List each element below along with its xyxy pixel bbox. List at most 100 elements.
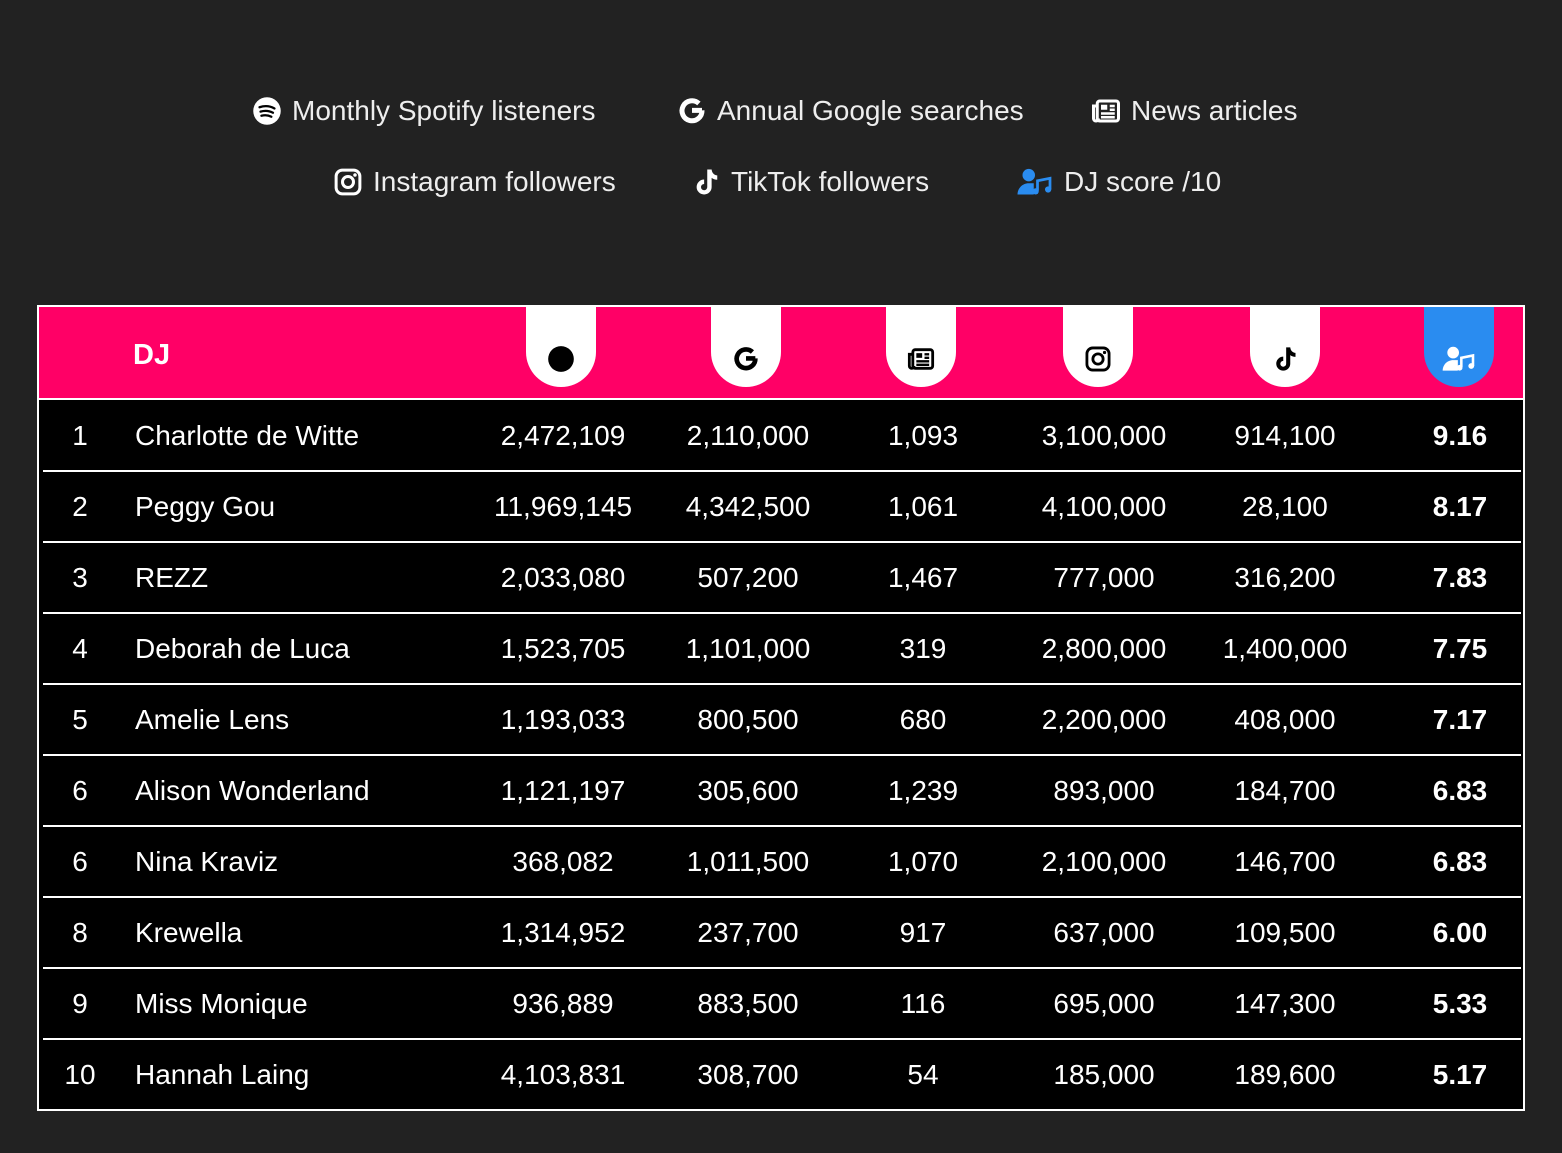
rank: 3 — [72, 562, 88, 593]
dj-name: REZZ — [135, 562, 209, 593]
spotify-cell: 1,523,705 — [500, 633, 626, 664]
tiktok-cell: 316,200 — [1234, 562, 1336, 593]
news-cell: 680 — [899, 704, 947, 735]
news-cell: 54 — [907, 1059, 939, 1090]
tiktok-cell: 146,700 — [1234, 846, 1336, 877]
dj-name: Peggy Gou — [135, 491, 276, 522]
legend-label: Annual Google searches — [717, 95, 1024, 126]
tiktok-cell: 914,100 — [1234, 420, 1336, 451]
google-cell: 308,700 — [697, 1059, 799, 1090]
google-cell: 1,101,000 — [685, 633, 811, 664]
table-row: 9 Miss Monique 936,889 883,500 116 695,000 147… — [39, 968, 1523, 1039]
instagram-cell: 2,100,000 — [1041, 846, 1167, 877]
table-row: 4 Deborah de Luca 1,523,705 1,101,000 319 2,8… — [39, 613, 1523, 684]
tiktok-cell: 28,100 — [1242, 491, 1328, 522]
header-tab — [1063, 307, 1133, 387]
score-cell: 5.17 — [1432, 1059, 1488, 1090]
score-cell: 7.83 — [1432, 562, 1488, 593]
score-cell: 7.17 — [1432, 704, 1488, 735]
row-separator — [43, 1038, 1521, 1040]
tiktok-cell: 408,000 — [1234, 704, 1336, 735]
instagram-cell: 2,200,000 — [1041, 704, 1167, 735]
rank: 10 — [64, 1059, 96, 1090]
instagram-icon — [1084, 345, 1112, 373]
legend-item: News articles — [1091, 95, 1297, 127]
row-separator — [43, 896, 1521, 898]
dj-name: Deborah de Luca — [135, 633, 350, 664]
tiktok-cell: 184,700 — [1234, 775, 1336, 806]
table-row: 1 Charlotte de Witte 2,472,109 2,110,000 1,0… — [39, 400, 1523, 471]
row-separator — [43, 612, 1521, 614]
news-icon — [1091, 96, 1121, 126]
row-separator — [43, 470, 1521, 472]
score-cell: 6.00 — [1432, 917, 1488, 948]
instagram-cell: 185,000 — [1053, 1059, 1155, 1090]
dj-name: Hannah Laing — [135, 1059, 310, 1090]
instagram-cell: 637,000 — [1053, 917, 1155, 948]
table-row: 6 Nina Kraviz 368,082 1,011,500 1,070 2,100,0… — [39, 826, 1523, 897]
dj-name: Nina Kraviz — [135, 846, 279, 877]
rank: 5 — [72, 704, 88, 735]
dj-name: Charlotte de Witte — [135, 420, 360, 451]
dj-name: Alison Wonderland — [135, 775, 370, 806]
news-cell: 1,467 — [887, 562, 959, 593]
spotify-cell: 2,472,109 — [500, 420, 626, 451]
google-cell: 1,011,500 — [686, 846, 810, 877]
header-label: DJ — [133, 339, 171, 371]
news-cell: 319 — [899, 633, 947, 664]
instagram-cell: 3,100,000 — [1041, 420, 1167, 451]
tiktok-cell: 147,300 — [1234, 988, 1336, 1019]
dj-name: Krewella — [135, 917, 243, 948]
rank: 9 — [72, 988, 88, 1019]
dj-icon — [1441, 345, 1477, 373]
legend-label: DJ score /10 — [1064, 166, 1222, 197]
google-cell: 4,342,500 — [685, 491, 811, 522]
tiktok-icon — [1271, 345, 1299, 373]
instagram-cell: 695,000 — [1053, 988, 1155, 1019]
score-cell: 9.16 — [1432, 420, 1488, 451]
spotify-cell: 1,314,952 — [500, 917, 626, 948]
header-tab — [526, 307, 596, 387]
score-cell: 8.17 — [1432, 491, 1488, 522]
google-icon — [677, 96, 707, 126]
spotify-cell: 2,033,080 — [500, 562, 626, 593]
score-cell: 6.83 — [1432, 775, 1488, 806]
instagram-cell: 893,000 — [1053, 775, 1155, 806]
legend-item: Monthly Spotify listeners — [252, 95, 595, 127]
header-tab — [1424, 307, 1494, 387]
rank: 6 — [72, 846, 88, 877]
rank: 8 — [72, 917, 88, 948]
rank: 2 — [72, 491, 88, 522]
score-cell: 6.83 — [1432, 846, 1488, 877]
tiktok-icon — [691, 167, 721, 197]
row-separator — [43, 683, 1521, 685]
google-cell: 800,500 — [697, 704, 799, 735]
spotify-cell: 11,969,145 — [493, 491, 633, 522]
spotify-cell: 936,889 — [512, 988, 614, 1019]
row-separator — [43, 541, 1521, 543]
row-separator — [43, 825, 1521, 827]
news-cell: 917 — [899, 917, 947, 948]
dj-icon — [1016, 167, 1054, 197]
legend-item: Annual Google searches — [677, 95, 1024, 127]
spotify-cell: 1,193,033 — [500, 704, 626, 735]
table-row: 3 REZZ 2,033,080 507,200 1,467 777,000 316,200… — [39, 542, 1523, 613]
google-cell: 507,200 — [697, 562, 799, 593]
table-row: 2 Peggy Gou 11,969,145 4,342,500 1,061 4,100,… — [39, 471, 1523, 542]
table-row: 5 Amelie Lens 1,193,033 800,500 680 2,200,000… — [39, 684, 1523, 755]
instagram-cell: 2,800,000 — [1041, 633, 1167, 664]
spotify-icon — [547, 345, 575, 373]
news-cell: 1,070 — [887, 846, 959, 877]
legend-item: DJ score /10 — [1016, 166, 1221, 198]
tiktok-cell: 1,400,000 — [1222, 633, 1348, 664]
legend-label: TikTok followers — [731, 166, 930, 197]
spotify-cell: 4,103,831 — [500, 1059, 626, 1090]
google-cell: 237,700 — [697, 917, 799, 948]
news-cell: 1,061 — [887, 491, 959, 522]
news-cell: 1,239 — [887, 775, 959, 806]
legend-item: TikTok followers — [691, 166, 929, 198]
header-tab — [886, 307, 956, 387]
legend-label: Monthly Spotify listeners — [292, 95, 596, 126]
rank: 4 — [72, 633, 88, 664]
